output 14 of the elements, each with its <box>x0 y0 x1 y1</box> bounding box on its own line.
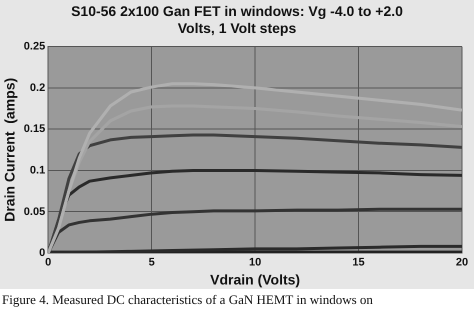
y-tick-label: 0 <box>39 247 46 260</box>
x-tick-label: 5 <box>148 256 155 269</box>
y-tick-label: 0.2 <box>30 82 46 94</box>
chart-title: S10-56 2x100 Gan FET in windows: Vg -4.0 to +2.0 Volts, 1 Volt steps <box>70 2 404 37</box>
x-axis-title: Vdrain (Volts) <box>210 271 300 288</box>
y-tick-label: 0.05 <box>24 206 46 218</box>
x-tick-label: 20 <box>456 256 468 269</box>
x-tick-label: 10 <box>248 256 262 269</box>
x-tick-label: 15 <box>352 256 365 269</box>
caption: Figure 4. Measured DC characteristics of a GaN HEMT in windows on <box>0 289 474 311</box>
y-tick-label: 0.1 <box>30 164 46 176</box>
y-tick-label: 0.15 <box>24 123 46 136</box>
y-axis-title: Drain Current (amps) <box>1 78 18 222</box>
y-tick-label: 0.25 <box>24 40 46 53</box>
